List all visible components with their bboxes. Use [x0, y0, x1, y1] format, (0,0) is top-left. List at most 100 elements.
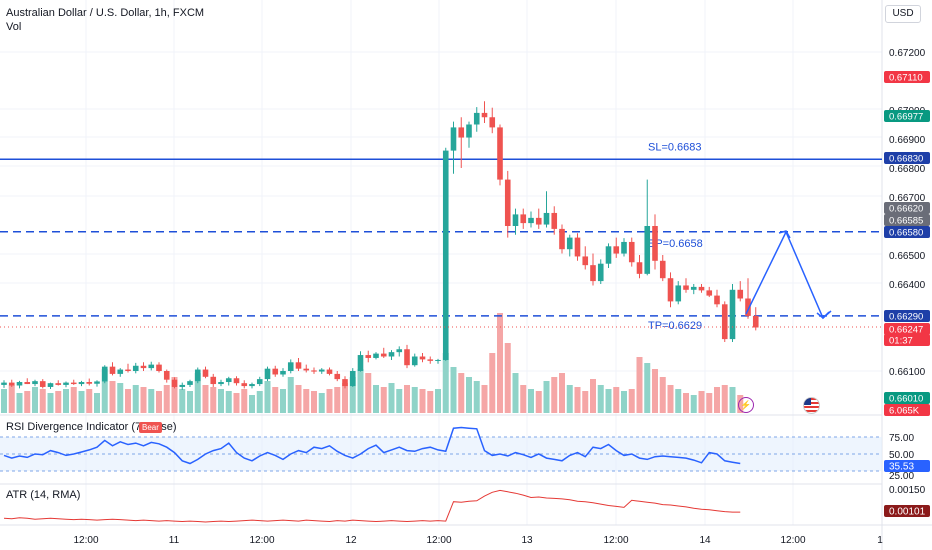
candle[interactable] — [566, 237, 573, 250]
candle[interactable] — [528, 217, 534, 224]
candle[interactable] — [481, 112, 488, 118]
candle[interactable] — [101, 366, 108, 382]
candle[interactable] — [373, 353, 379, 358]
rsi-line[interactable] — [3, 426, 741, 465]
candle[interactable] — [8, 382, 15, 386]
candle[interactable] — [16, 382, 23, 386]
candle[interactable] — [125, 369, 131, 371]
projection-path[interactable] — [745, 230, 832, 320]
candle[interactable] — [636, 262, 643, 274]
candle[interactable] — [86, 382, 93, 384]
candle[interactable] — [225, 378, 232, 383]
candle[interactable] — [140, 365, 147, 369]
candle[interactable] — [559, 228, 565, 250]
candle[interactable] — [1, 382, 7, 385]
atr-line[interactable] — [3, 489, 741, 523]
candle[interactable] — [683, 285, 689, 290]
candle[interactable] — [404, 349, 410, 366]
candle[interactable] — [287, 362, 294, 371]
candle[interactable] — [318, 369, 325, 372]
candle[interactable] — [729, 289, 736, 340]
candle[interactable] — [365, 355, 372, 358]
candle[interactable] — [233, 378, 240, 384]
candle[interactable] — [721, 304, 728, 340]
candle[interactable] — [706, 290, 713, 296]
candle[interactable] — [202, 369, 209, 377]
candle[interactable] — [349, 371, 356, 387]
candle[interactable] — [156, 364, 162, 371]
candle[interactable] — [171, 379, 178, 387]
rsi-legend[interactable]: RSI Divergence Indicator (7, close) — [6, 421, 177, 433]
candle[interactable] — [24, 382, 31, 385]
candle[interactable] — [652, 226, 658, 261]
candle[interactable] — [334, 373, 341, 380]
candle[interactable] — [473, 112, 480, 125]
candle[interactable] — [698, 286, 705, 291]
candlestick-series[interactable] — [1, 101, 759, 390]
candle[interactable] — [187, 381, 193, 385]
candle[interactable] — [714, 295, 720, 305]
candle[interactable] — [256, 379, 263, 385]
candle[interactable] — [241, 383, 248, 387]
candle[interactable] — [55, 383, 62, 385]
candle[interactable] — [690, 286, 697, 290]
candle[interactable] — [380, 353, 387, 357]
candle[interactable] — [458, 127, 465, 138]
candle[interactable] — [148, 364, 155, 369]
candle[interactable] — [605, 246, 612, 264]
candle[interactable] — [590, 265, 596, 282]
candle[interactable] — [574, 237, 581, 257]
candle[interactable] — [311, 370, 317, 372]
candle[interactable] — [419, 356, 426, 360]
candle[interactable] — [396, 349, 403, 353]
candle[interactable] — [63, 382, 69, 385]
candle[interactable] — [512, 214, 519, 226]
candle[interactable] — [644, 226, 651, 274]
candle[interactable] — [194, 369, 201, 382]
candle[interactable] — [450, 127, 457, 151]
candle[interactable] — [78, 382, 85, 385]
candle[interactable] — [179, 384, 186, 387]
candle[interactable] — [280, 371, 286, 375]
candle[interactable] — [520, 214, 527, 224]
candle[interactable] — [582, 256, 589, 266]
candle[interactable] — [504, 179, 511, 226]
time-axis[interactable]: 12:00 11 12:00 12 12:00 13 12:00 14 12:00 1 — [73, 535, 883, 546]
volume-legend[interactable]: Vol — [6, 21, 22, 33]
currency-button[interactable]: USD — [885, 5, 921, 23]
candle[interactable] — [109, 366, 116, 374]
candle[interactable] — [249, 384, 255, 387]
candle[interactable] — [621, 241, 627, 254]
candle[interactable] — [47, 383, 54, 387]
candle[interactable] — [435, 359, 441, 361]
candle[interactable] — [70, 382, 77, 385]
candle[interactable] — [745, 298, 751, 316]
candle[interactable] — [94, 381, 100, 384]
candle[interactable] — [303, 368, 310, 371]
candle[interactable] — [163, 371, 170, 380]
candle[interactable] — [132, 365, 139, 371]
candle[interactable] — [32, 381, 38, 385]
candle[interactable] — [210, 376, 217, 385]
symbol-title[interactable]: Australian Dollar / U.S. Dollar, 1h, FXC… — [6, 7, 205, 19]
candle[interactable] — [326, 369, 333, 374]
candle[interactable] — [357, 355, 364, 371]
candle[interactable] — [752, 315, 759, 328]
candle[interactable] — [39, 381, 46, 387]
candle[interactable] — [264, 368, 271, 380]
candle[interactable] — [535, 217, 542, 225]
candle[interactable] — [551, 212, 558, 229]
candle[interactable] — [466, 124, 472, 138]
candle[interactable] — [411, 356, 418, 366]
candle[interactable] — [613, 246, 620, 254]
candle[interactable] — [295, 362, 302, 369]
candle[interactable] — [667, 278, 674, 302]
us-flag-icon[interactable] — [803, 397, 820, 414]
candle[interactable] — [117, 369, 124, 374]
candle[interactable] — [489, 117, 496, 128]
candle[interactable] — [388, 352, 395, 357]
lightning-icon[interactable]: ⚡ — [738, 397, 754, 413]
candle[interactable] — [675, 285, 682, 302]
candle[interactable] — [543, 212, 550, 225]
